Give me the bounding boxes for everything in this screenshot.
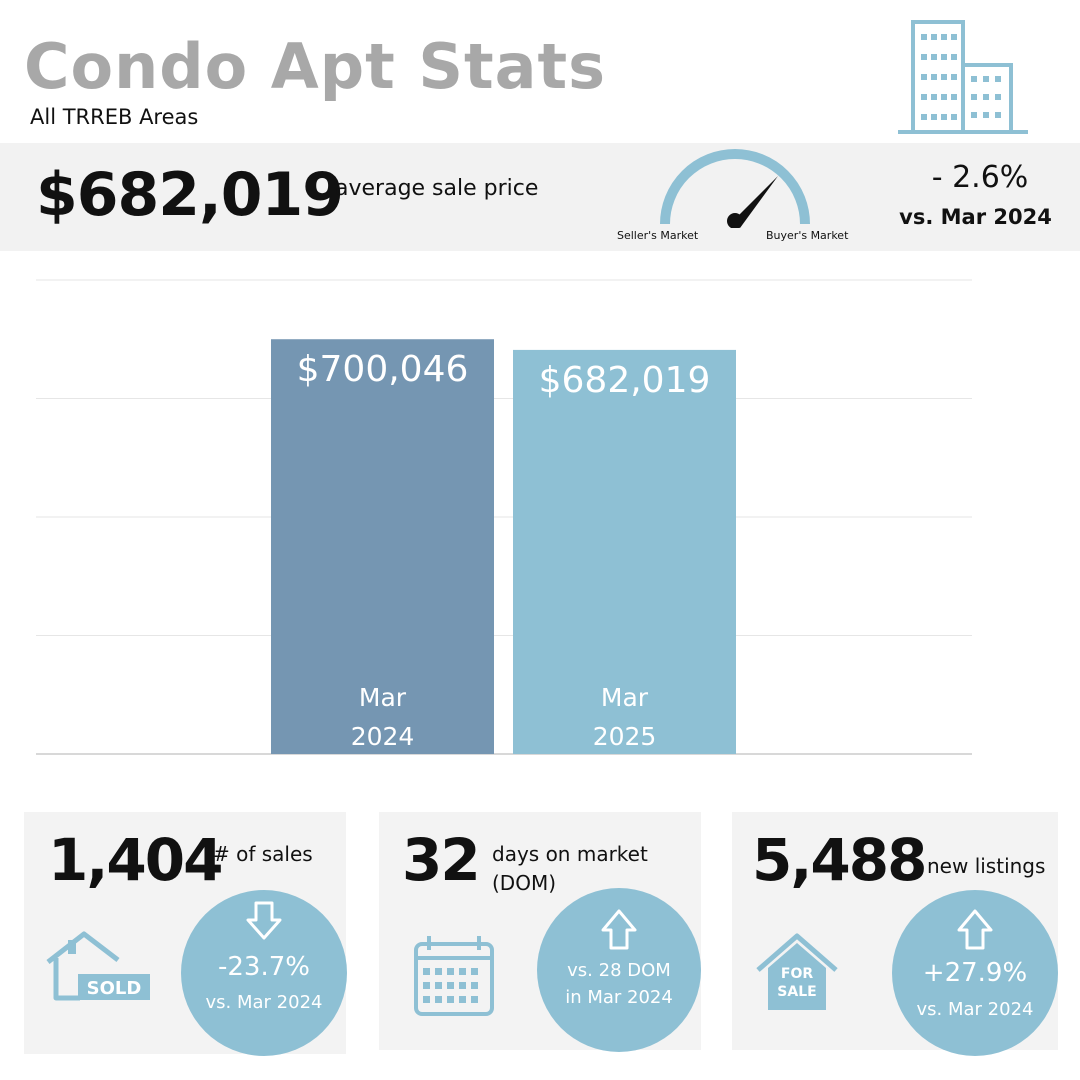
bar-mar-2024: [271, 339, 494, 754]
bar-mar-2025: [513, 349, 736, 754]
page-subtitle: All TRREB Areas: [30, 105, 199, 129]
gauge-needle: [727, 176, 778, 228]
sales-value: 1,404: [48, 826, 223, 894]
bar-value-label: $682,019: [539, 360, 711, 401]
sale-text: SALE: [777, 984, 816, 1000]
arrow-up-icon: [957, 909, 993, 950]
dom-change-circle: vs. 28 DOM in Mar 2024: [537, 888, 701, 1052]
summary-band: [0, 143, 1080, 251]
dom-label-line1: days on market: [492, 842, 648, 866]
dom-comparison-line2: in Mar 2024: [565, 987, 673, 1008]
arrow-up-icon: [601, 909, 637, 950]
page-title: Condo Apt Stats: [24, 30, 607, 103]
listings-change-circle: +27.9% vs. Mar 2024: [892, 890, 1058, 1056]
listings-change-comparison: vs. Mar 2024: [916, 999, 1034, 1020]
market-gauge: [660, 149, 810, 228]
bar-category-label: Mar: [359, 683, 407, 712]
gauge-left-label: Seller's Market: [617, 229, 699, 242]
average-price-value: $682,019: [36, 160, 344, 230]
dom-comparison-line1: vs. 28 DOM: [567, 960, 671, 981]
bar-category-label: 2025: [593, 722, 657, 751]
sold-house-icon: SOLD: [46, 931, 150, 1001]
listings-value: 5,488: [752, 826, 927, 894]
arrow-down-icon: [246, 901, 282, 940]
for-sale-house-icon: FOR SALE: [756, 933, 838, 1010]
sales-change-percent: -23.7%: [218, 952, 310, 982]
price-change-comparison: vs. Mar 2024: [899, 205, 1052, 229]
for-text: FOR: [781, 966, 813, 982]
dom-card: 32 days on market (DOM) vs. 28 DOM in Ma…: [379, 812, 701, 1052]
price-bar-chart: $700,046 Mar 2024 $682,019 Mar 2025: [36, 279, 972, 755]
sales-change-comparison: vs. Mar 2024: [205, 992, 323, 1013]
bar-category-label: 2024: [351, 722, 415, 751]
dom-value: 32: [402, 826, 481, 894]
gauge-arc: [660, 149, 810, 225]
bar-value-label: $700,046: [297, 349, 469, 390]
sales-change-circle: -23.7% vs. Mar 2024: [181, 890, 347, 1056]
dom-label-line2: (DOM): [492, 871, 557, 895]
sold-text: SOLD: [87, 978, 142, 999]
sales-card: 1,404 # of sales SOLD -23.7% vs. Mar 202…: [24, 812, 347, 1056]
building-icon: [898, 20, 1028, 134]
calendar-icon: [414, 936, 494, 1016]
sales-label: # of sales: [213, 842, 313, 866]
listings-label: new listings: [927, 854, 1046, 878]
bar-category-label: Mar: [601, 683, 649, 712]
price-change-percent: - 2.6%: [931, 160, 1029, 195]
listings-change-percent: +27.9%: [922, 958, 1028, 988]
listings-card: 5,488 new listings FOR SALE +27.9% vs. M…: [732, 812, 1058, 1056]
gauge-right-label: Buyer's Market: [766, 229, 849, 242]
average-price-label: average sale price: [335, 176, 539, 201]
